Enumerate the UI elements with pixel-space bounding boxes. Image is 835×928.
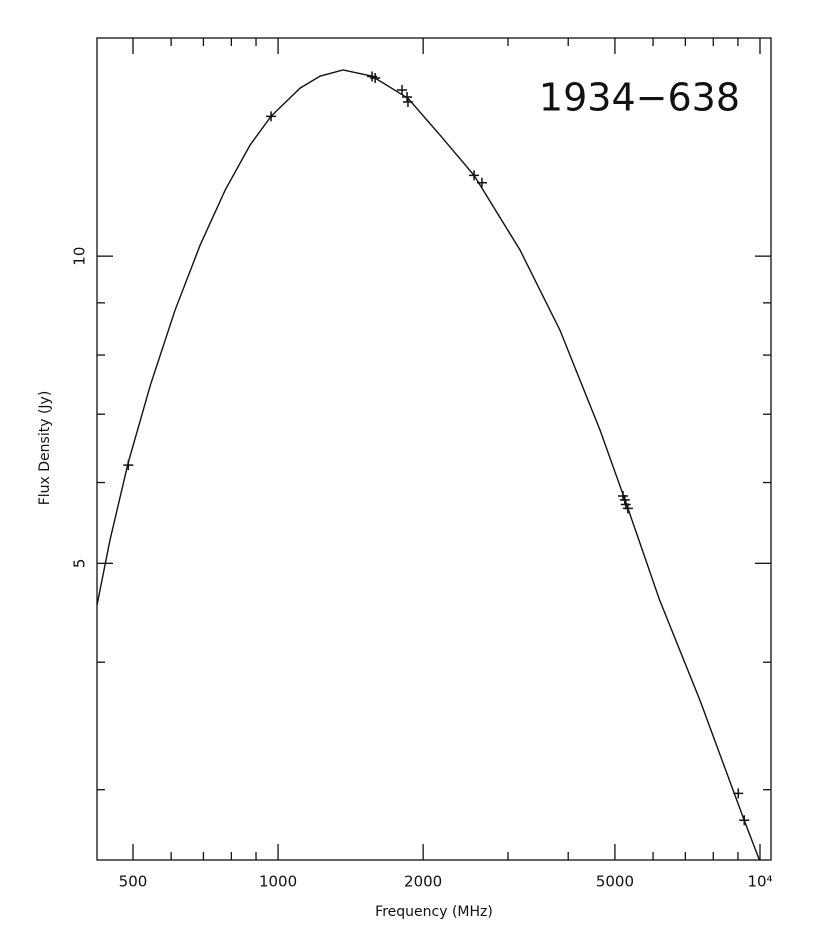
data-point: [402, 97, 413, 108]
data-point: [476, 177, 487, 188]
x-tick-label: 1000: [259, 873, 297, 891]
data-point: [619, 494, 630, 505]
x-axis-label: Frequency (MHz): [375, 904, 493, 920]
plot-frame: [96, 37, 772, 861]
data-point: [469, 170, 480, 181]
x-tick-label: 2000: [404, 873, 442, 891]
data-point: [397, 84, 408, 95]
y-tick-label: 10: [71, 247, 89, 266]
x-tick-label: 500: [119, 873, 148, 891]
y-tick-label: 5: [71, 559, 89, 569]
data-point: [733, 788, 744, 799]
data-point: [370, 72, 381, 83]
fit-curve: [96, 69, 761, 861]
y-axis-label: Flux Density (Jy): [37, 391, 53, 506]
data-point: [402, 92, 413, 103]
x-tick-label: 5000: [596, 873, 634, 891]
data-point: [622, 503, 633, 514]
data-point: [739, 815, 750, 826]
x-tick-label: 10⁴: [747, 873, 772, 891]
chart-title: 1934−638: [539, 76, 740, 120]
data-point: [123, 460, 134, 471]
data-point: [266, 111, 277, 122]
